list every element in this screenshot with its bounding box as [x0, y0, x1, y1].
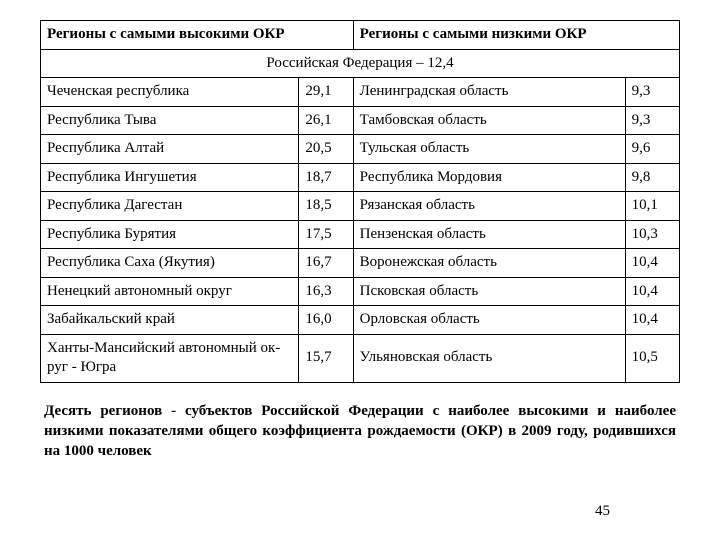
table-row: Республика Дагестан18,5Рязанская область…	[41, 192, 680, 221]
table-row: Ханты-Мансийский автономный ок­руг - Югр…	[41, 334, 680, 382]
high-region-cell: Чеченская республика	[41, 78, 299, 107]
high-region-cell: Республика Алтай	[41, 135, 299, 164]
okr-table: Регионы с самыми высокими ОКР Регионы с …	[40, 20, 680, 383]
high-value-cell: 18,5	[299, 192, 353, 221]
low-value-cell: 9,3	[625, 78, 679, 107]
table-row: Ненецкий автономный округ16,3Псковская о…	[41, 277, 680, 306]
high-value-cell: 16,3	[299, 277, 353, 306]
table-row: Республика Алтай20,5Тульская область9,6	[41, 135, 680, 164]
low-region-cell: Ленинградская область	[353, 78, 625, 107]
low-value-cell: 10,4	[625, 306, 679, 335]
high-region-cell: Ненецкий автономный округ	[41, 277, 299, 306]
low-region-cell: Тульская область	[353, 135, 625, 164]
table-body: Чеченская республика29,1Ленинградская об…	[41, 78, 680, 383]
high-region-cell: Республика Тыва	[41, 106, 299, 135]
high-region-cell: Ханты-Мансийский автономный ок­руг - Югр…	[41, 334, 299, 382]
low-value-cell: 10,1	[625, 192, 679, 221]
low-region-cell: Республика Мордовия	[353, 163, 625, 192]
low-value-cell: 10,4	[625, 249, 679, 278]
high-value-cell: 15,7	[299, 334, 353, 382]
high-value-cell: 20,5	[299, 135, 353, 164]
header-high: Регионы с самыми высокими ОКР	[41, 21, 354, 50]
low-region-cell: Воронежская область	[353, 249, 625, 278]
high-region-cell: Республика Саха (Якутия)	[41, 249, 299, 278]
low-value-cell: 9,8	[625, 163, 679, 192]
table-merged-row: Российская Федерация – 12,4	[41, 49, 680, 78]
table-row: Республика Тыва26,1Тамбовская область9,3	[41, 106, 680, 135]
header-low: Регионы с самыми низкими ОКР	[353, 21, 679, 50]
high-region-cell: Республика Дагестан	[41, 192, 299, 221]
low-region-cell: Орловская область	[353, 306, 625, 335]
table-row: Республика Саха (Якутия)16,7Воронежская …	[41, 249, 680, 278]
high-value-cell: 16,7	[299, 249, 353, 278]
merged-federation-cell: Российская Федерация – 12,4	[41, 49, 680, 78]
low-value-cell: 9,6	[625, 135, 679, 164]
low-region-cell: Пензенская область	[353, 220, 625, 249]
high-value-cell: 29,1	[299, 78, 353, 107]
low-region-cell: Тамбовская область	[353, 106, 625, 135]
caption-text: Десять регионов - субъектов Российской Ф…	[40, 401, 680, 462]
table-row: Республика Бурятия17,5Пензенская область…	[41, 220, 680, 249]
high-region-cell: Забайкальский край	[41, 306, 299, 335]
low-value-cell: 10,4	[625, 277, 679, 306]
table-row: Республика Ингушетия18,7Республика Мордо…	[41, 163, 680, 192]
high-value-cell: 26,1	[299, 106, 353, 135]
high-value-cell: 18,7	[299, 163, 353, 192]
low-value-cell: 10,3	[625, 220, 679, 249]
low-region-cell: Псковская область	[353, 277, 625, 306]
high-value-cell: 16,0	[299, 306, 353, 335]
table-row: Забайкальский край16,0Орловская область1…	[41, 306, 680, 335]
low-region-cell: Рязанская область	[353, 192, 625, 221]
low-value-cell: 10,5	[625, 334, 679, 382]
table-row: Чеченская республика29,1Ленинградская об…	[41, 78, 680, 107]
page-number: 45	[595, 503, 610, 520]
table-header-row: Регионы с самыми высокими ОКР Регионы с …	[41, 21, 680, 50]
low-region-cell: Ульяновская область	[353, 334, 625, 382]
high-region-cell: Республика Ингушетия	[41, 163, 299, 192]
high-region-cell: Республика Бурятия	[41, 220, 299, 249]
high-value-cell: 17,5	[299, 220, 353, 249]
low-value-cell: 9,3	[625, 106, 679, 135]
